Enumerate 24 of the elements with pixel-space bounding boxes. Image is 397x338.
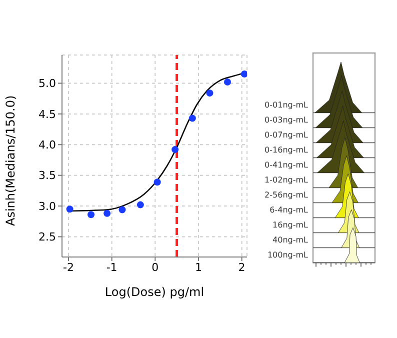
- category-label: 0-03ng-mL: [264, 116, 309, 125]
- category-label: 0-41ng-mL: [264, 160, 309, 170]
- y-axis-title: Asinh(Medians/150.0): [3, 95, 18, 226]
- x-tick-label: -1: [106, 260, 118, 274]
- category-label: 6-4ng-mL: [270, 206, 309, 215]
- category-label: 0-01ng-mL: [264, 100, 309, 110]
- y-tick-label: 2.5: [38, 230, 56, 244]
- category-label: 40ng-mL: [272, 236, 309, 245]
- category-label: 16ng-mL: [272, 220, 309, 230]
- x-tick-label: 0: [152, 260, 159, 274]
- category-label: 2-56ng-mL: [264, 190, 309, 200]
- x-tick-label: 1: [194, 260, 202, 274]
- y-tick-label: 5.0: [38, 77, 56, 90]
- category-label: 0-07ng-mL: [264, 130, 309, 140]
- y-tick-label: 3.0: [38, 200, 56, 213]
- y-tick-label: 4.0: [38, 138, 56, 152]
- category-label: 100ng-mL: [267, 250, 309, 260]
- y-tick-label: 4.5: [38, 108, 56, 121]
- category-label: 1-02ng-mL: [264, 176, 309, 185]
- category-label: 0-16ng-mL: [264, 146, 309, 155]
- x-axis-title: Log(Dose) pg/ml: [104, 285, 204, 299]
- x-tick-label: -2: [63, 260, 74, 274]
- y-tick-label: 3.5: [38, 169, 56, 182]
- x-tick-label: 2: [238, 260, 246, 274]
